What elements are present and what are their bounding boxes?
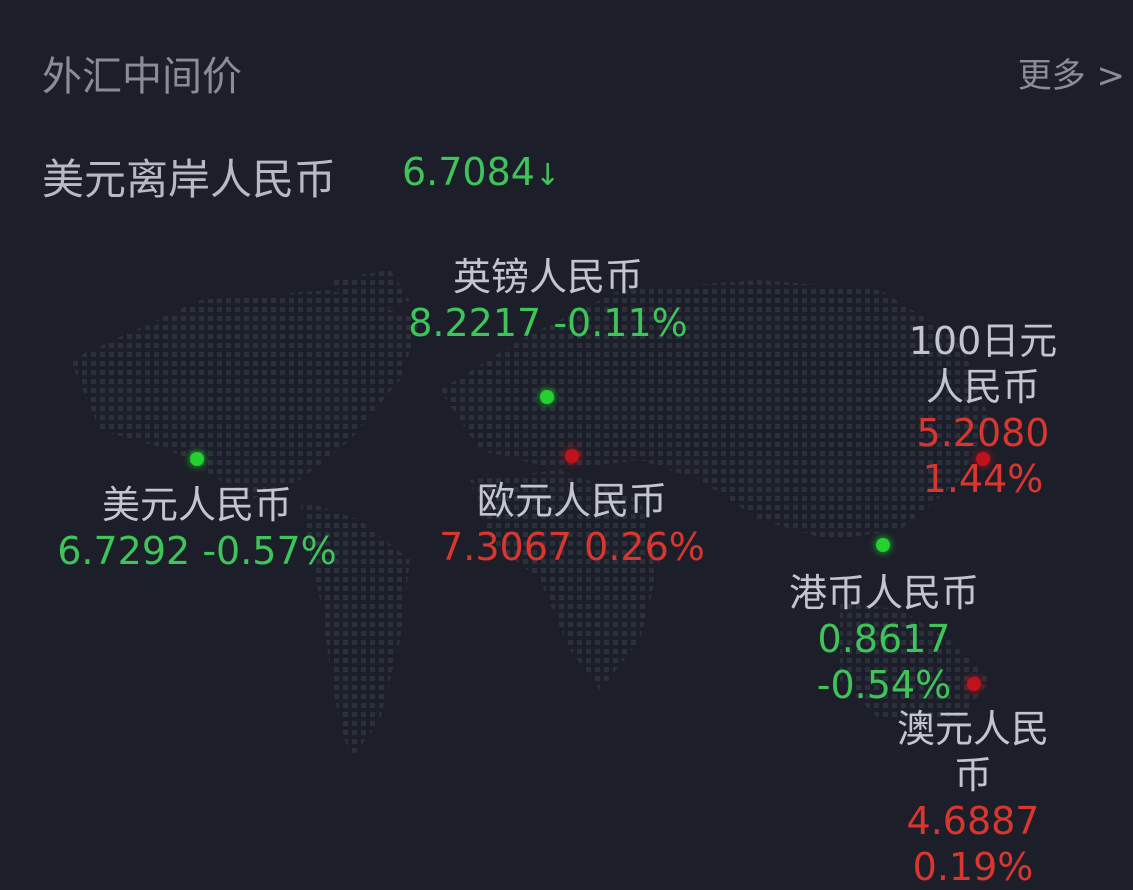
chevron-right-icon: > [1096,56,1126,96]
marker-eur[interactable] [565,449,579,463]
pair-quote: 7.3067 0.26% [439,525,705,569]
page-title: 外汇中间价 [42,54,242,100]
pair-name: 欧元人民币 [476,479,667,523]
pair-quote: 0.8617 -0.54% [816,617,952,707]
pair-eur[interactable]: 欧元人民币 7.3067 0.26% [439,478,705,570]
marker-gbp[interactable] [540,390,554,404]
pair-name: 澳元人民币 [896,707,1049,797]
marker-usd[interactable] [190,452,204,466]
pair-gbp[interactable]: 英镑人民币 8.2217 -0.11% [408,254,688,346]
pair-aud[interactable]: 澳元人民币 4.6887 0.19% [893,706,1053,890]
pair-quote: 5.2080 1.44% [916,411,1050,501]
headline-quote[interactable]: 6.7084↓ [402,150,560,194]
pair-name: 美元人民币 [101,483,292,527]
pair-name: 港币人民币 [788,571,979,615]
headline-value: 6.7084 [402,150,535,194]
pair-usd[interactable]: 美元人民币 6.7292 -0.57% [57,482,337,574]
marker-jpy[interactable] [976,452,990,466]
marker-hkd[interactable] [876,538,890,552]
more-label: 更多 [1017,56,1086,96]
pair-jpy[interactable]: 100日元人民币 5.2080 1.44% [908,318,1058,502]
arrow-down-icon: ↓ [534,158,561,193]
pair-name: 英镑人民币 [452,255,643,299]
pair-hkd[interactable]: 港币人民币 0.8617 -0.54% [760,570,1009,708]
headline-label: 美元离岸人民币 [42,155,337,204]
pair-quote: 8.2217 -0.11% [408,301,688,345]
pair-quote: 6.7292 -0.57% [57,529,337,573]
pair-name: 100日元人民币 [908,319,1058,409]
marker-aud[interactable] [967,677,981,691]
pair-quote: 4.6887 0.19% [906,799,1040,889]
more-button[interactable]: 更多 > [1018,48,1125,97]
